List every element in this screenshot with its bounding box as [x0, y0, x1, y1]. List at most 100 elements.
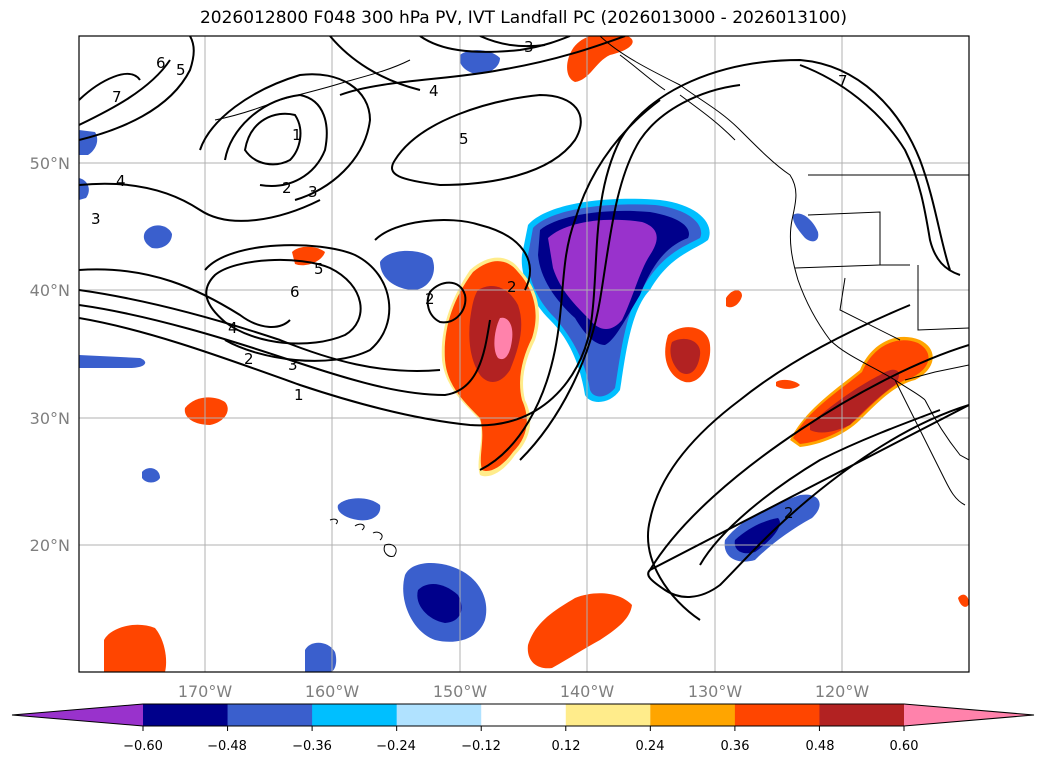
contour-1-east-big: [647, 304, 911, 621]
contour-2-east-loop: [647, 344, 969, 598]
contour-label: 6: [156, 54, 166, 72]
lon-label: 150°W: [433, 682, 488, 701]
lon-label: 140°W: [560, 682, 615, 701]
shade-blob-positive-north: [567, 36, 633, 82]
shade-blob-negative-core: [548, 219, 657, 329]
lat-label: 20°N: [30, 536, 70, 555]
shade-blob-negative-6: [459, 50, 500, 75]
lon-label: 130°W: [688, 682, 743, 701]
coast-gulf-california: [924, 399, 969, 461]
contour-7-west: [79, 73, 141, 101]
coast-hawaii: [329, 518, 397, 557]
shade-blob-positive-coast-dark: [810, 369, 900, 433]
colorbar-segment: [227, 704, 313, 726]
colorbar-tick-label: −0.24: [376, 739, 416, 754]
contour-label: 7: [838, 72, 848, 90]
colorbar-segment: [650, 704, 736, 726]
border-us-mexico: [904, 364, 969, 381]
contour-6-loop: [205, 258, 362, 345]
shade-blob-negative-hawaii-dark: [417, 583, 462, 623]
gridlines: [79, 36, 969, 672]
colorbar-segment: [565, 704, 651, 726]
plot-area: 7 6 5 4 3 1 2 3 4 3 5 5 6 4 2 3 1 2 2 2 …: [79, 36, 969, 672]
contour-label: 5: [314, 260, 324, 278]
colorbar-ticks: −0.60 −0.48 −0.36 −0.24 −0.12 0.12 0.24 …: [123, 739, 918, 754]
border-states-3: [839, 277, 901, 341]
coast-baja: [894, 379, 966, 506]
contour-1-west: [243, 112, 302, 166]
contour-label: 5: [459, 130, 469, 148]
shade-blob-positive-east-dark: [670, 338, 701, 375]
border-states-4: [917, 265, 969, 331]
lon-labels: 170°W 160°W 150°W 140°W 130°W 120°W: [178, 682, 870, 701]
contour-label: 2: [507, 278, 517, 296]
colorbar-segment: [12, 704, 143, 726]
contour-label: 3: [308, 183, 318, 201]
contour-2-west: [224, 93, 328, 187]
contour-label-layer: 7 6 5 4 3 1 2 3 4 3 5 5 6 4 2 3 1 2 2 2 …: [91, 38, 848, 522]
shade-blob-positive-small3: [726, 290, 742, 308]
contour-label: 2: [244, 350, 254, 368]
contour-6-west: [79, 59, 171, 126]
colorbar-segment: [904, 704, 1034, 726]
contour-mid-bands-2: [479, 99, 661, 471]
colorbar-tick-label: 0.24: [636, 739, 665, 754]
lon-label: 170°W: [178, 682, 233, 701]
pv-contours: [79, 36, 969, 621]
lat-labels: 50°N 40°N 30°N 20°N: [30, 154, 70, 555]
contour-label: 3: [524, 38, 534, 56]
shade-blob-negative-3: [79, 355, 146, 368]
contour-label: 4: [116, 172, 126, 190]
contour-1-south: [79, 58, 951, 427]
lat-label: 30°N: [30, 409, 70, 428]
colorbar-tick-label: −0.12: [461, 739, 501, 754]
colorbar-segment: [396, 704, 482, 726]
contour-2-loop: [426, 281, 467, 324]
colorbar: [11, 703, 1035, 731]
contour-label: 4: [228, 319, 238, 337]
contour-3-north: [479, 36, 546, 48]
contour-3-mid: [374, 219, 531, 291]
lat-label: 50°N: [30, 154, 70, 173]
shade-blob-positive-small4: [776, 379, 800, 389]
coast-north-america: [599, 36, 926, 401]
contour-4-west: [79, 182, 321, 222]
coast-aleutians: [214, 59, 411, 121]
contour-east-upper: [799, 64, 961, 276]
lat-label: 40°N: [30, 281, 70, 300]
contour-4-north: [339, 36, 626, 96]
contour-3-west: [199, 73, 372, 201]
contour-2-south: [79, 304, 491, 397]
contour-label: 4: [429, 82, 439, 100]
contour-mid-bands: [519, 84, 741, 461]
contour-label: 2: [425, 290, 435, 308]
shade-blob-positive-small5: [958, 594, 969, 607]
shade-blob-positive-south2: [104, 624, 167, 672]
border-states-2: [794, 264, 881, 269]
contour-north-arc: [329, 36, 571, 91]
contour-5-west: [79, 36, 195, 141]
contour-label: 6: [290, 283, 300, 301]
coastlines: [214, 36, 969, 557]
colorbar-tick-label: −0.36: [292, 739, 332, 754]
colorbar-tick-label: −0.48: [207, 739, 247, 754]
colorbar-tick-label: 0.36: [721, 739, 750, 754]
contour-label: 1: [294, 386, 304, 404]
border-states-1: [807, 211, 910, 266]
contour-3-south: [79, 289, 441, 372]
shade-blob-positive-south1: [527, 593, 632, 669]
map-title: 2026012800 F048 300 hPa PV, IVT Landfall…: [199, 8, 847, 28]
shade-blob-negative-8: [305, 642, 337, 672]
colorbar-segment: [819, 704, 905, 726]
shade-blob-negative-9: [142, 468, 160, 483]
colorbar-segment: [734, 704, 820, 726]
colorbar-segment: [312, 704, 398, 726]
plot-frame: [78, 35, 970, 673]
contour-5-loop: [204, 244, 391, 362]
lon-label: 120°W: [815, 682, 870, 701]
contour-label: 7: [112, 88, 122, 106]
lon-label: 160°W: [305, 682, 360, 701]
contour-label: 2: [282, 179, 292, 197]
colorbar-tick-label: −0.60: [123, 739, 163, 754]
colorbar-tick-label: 0.12: [552, 739, 581, 754]
